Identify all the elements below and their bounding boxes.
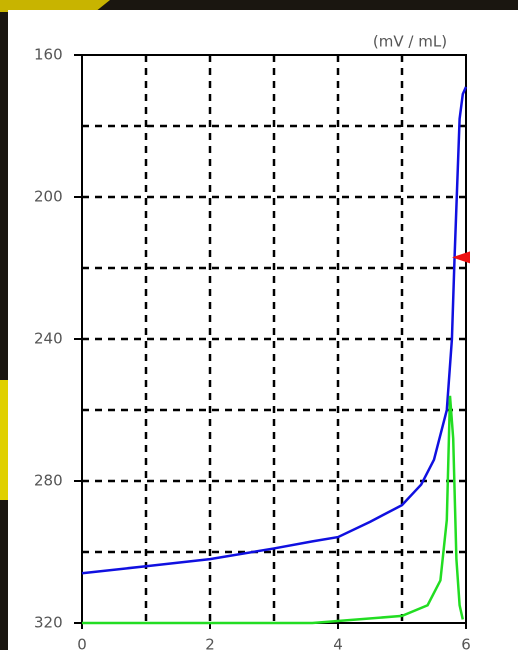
y-tick-label: 240: [34, 330, 63, 348]
unit-label: (mV / mL): [373, 33, 447, 51]
x-tick-label: 6: [461, 636, 471, 650]
line-series: [82, 395, 465, 625]
y-tick-label: 160: [34, 46, 63, 64]
y-tick-label: 320: [34, 614, 63, 632]
end-point-marker: [452, 251, 470, 264]
panel: [8, 10, 518, 650]
x-tick-label: 0: [77, 636, 87, 650]
background-decor: [0, 0, 110, 12]
x-tick-label: 2: [205, 636, 215, 650]
background-decor: [0, 380, 8, 500]
line-series: [81, 86, 468, 575]
y-tick-label: 280: [34, 472, 63, 490]
x-tick-label: 4: [333, 636, 343, 650]
y-tick-label: 200: [34, 188, 63, 206]
